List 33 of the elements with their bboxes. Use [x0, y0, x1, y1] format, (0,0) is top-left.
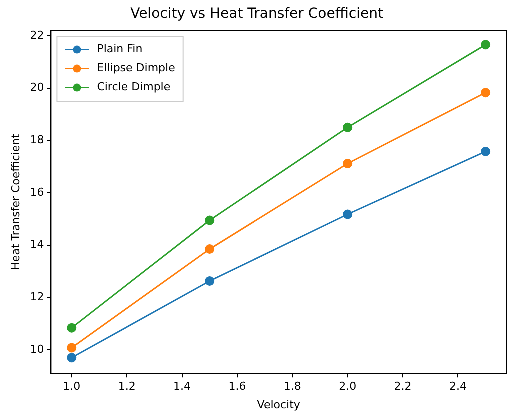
y-tick-label: 22: [30, 28, 44, 42]
legend-label: Circle Dimple: [97, 80, 171, 94]
x-tick-label: 1.6: [228, 380, 246, 394]
x-tick-label: 1.4: [174, 380, 192, 394]
y-tick-label: 12: [30, 290, 44, 304]
point: [481, 88, 491, 98]
x-tick-label: 2.4: [449, 380, 467, 394]
x-tick-label: 1.2: [118, 380, 136, 394]
point: [343, 158, 353, 168]
legend-label: Plain Fin: [97, 42, 143, 56]
point: [205, 276, 215, 286]
point: [343, 210, 353, 220]
point: [205, 244, 215, 254]
point: [481, 40, 491, 50]
point: [67, 353, 77, 363]
x-axis-title: Velocity: [257, 398, 301, 412]
point: [205, 216, 215, 226]
chart-title: Velocity vs Heat Transfer Coefficient: [130, 6, 384, 22]
point: [67, 323, 77, 333]
point: [67, 343, 77, 353]
point: [481, 146, 491, 156]
y-tick-label: 14: [30, 238, 44, 252]
x-tick-label: 2.2: [394, 380, 412, 394]
y-tick-label: 20: [30, 81, 44, 94]
point: [343, 122, 353, 132]
x-tick-label: 1.0: [63, 380, 81, 394]
y-tick-label: 16: [30, 186, 44, 199]
y-tick-label: 10: [30, 342, 44, 356]
y-tick-label: 18: [30, 134, 44, 147]
x-tick-label: 1.8: [284, 380, 302, 394]
y-axis-title: Heat Transfer Coefficient: [9, 133, 22, 270]
x-tick-label: 2.0: [339, 380, 357, 394]
legend-label: Ellipse Dimple: [97, 62, 176, 75]
